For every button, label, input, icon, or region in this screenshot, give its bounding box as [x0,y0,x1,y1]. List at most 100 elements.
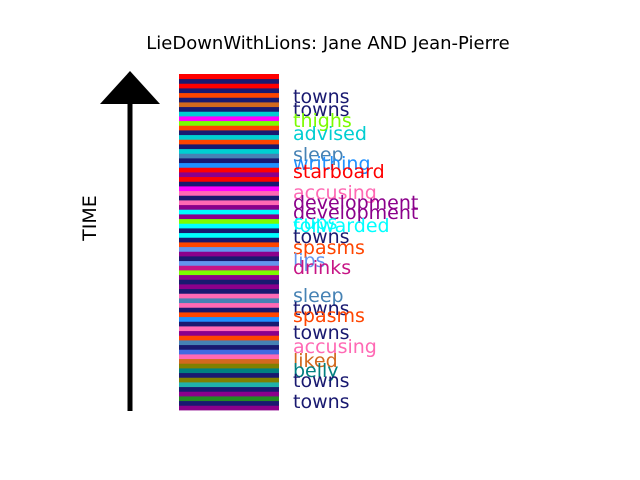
word-label: towns [293,391,350,413]
timeline-stripe [179,209,279,215]
timeline-stripe [179,391,279,397]
timeline-stripe [179,181,279,187]
word-label: sleep [293,285,344,307]
timeline-stripe [179,74,279,80]
timeline-stripe [179,377,279,383]
timeline-stripe [179,139,279,145]
word-label: spasms [293,305,365,327]
timeline-stripe [179,386,279,392]
word-label: starboard [293,161,385,183]
timeline-stripe [179,293,279,299]
timeline-stripe [179,186,279,192]
timeline-stripe [179,111,279,117]
timeline-stripe [179,97,279,103]
timeline-stripe [179,237,279,243]
timeline-stripe [179,312,279,318]
timeline-stripe [179,204,279,210]
timeline-stripe [179,116,279,122]
timeline-stripe [179,256,279,262]
timeline-stripe [179,172,279,178]
timeline-stripe [179,302,279,308]
timeline-stripe [179,106,279,112]
timeline-stripe [179,134,279,140]
timeline-stripe [179,92,279,98]
timeline-stripe [179,167,279,173]
timeline-stripe [179,265,279,271]
timeline-stripe [179,242,279,248]
timeline-stripe [179,195,279,201]
timeline-stripe [179,148,279,154]
timeline-stripe [179,288,279,294]
word-label: towns [293,226,350,248]
timeline-stripe [179,83,279,89]
timeline-stripe [179,316,279,322]
timeline-stripe [179,372,279,378]
word-label: writhing [293,153,371,175]
word-label: belly [293,360,339,382]
time-arrow-head [100,71,160,104]
timeline-stripe [179,214,279,220]
word-label: thighs [293,110,352,132]
word-label: accusing [293,182,377,204]
timeline-stripe [179,307,279,313]
timeline-stripe [179,78,279,84]
timeline-stripe [179,358,279,364]
timeline-stripe [179,284,279,290]
word-label: advised [293,123,367,145]
timeline-stripe [179,218,279,224]
timeline-stripe [179,298,279,304]
timeline-stripe [179,326,279,332]
timeline-stripe [179,246,279,252]
timeline-stripe [179,340,279,346]
word-label: development [293,192,418,214]
timeline-stripe [179,88,279,94]
timeline-stripe [179,120,279,126]
word-label: towns [293,298,350,320]
timeline-stripe [179,190,279,196]
timeline-stripe [179,144,279,150]
timeline-stripe [179,330,279,336]
timeline-stripe [179,368,279,374]
timeline-stripe [179,344,279,350]
timeline-stripe [179,396,279,402]
timeline-stripe [179,270,279,276]
timeline-stripe [179,363,279,369]
timeline-stripe [179,162,279,168]
timeline-stripe [179,321,279,327]
timeline-stripe [179,102,279,108]
word-label: towns [293,99,350,121]
word-label: cups [293,212,337,234]
word-label: spasms [293,237,365,259]
timeline-stripe [179,260,279,266]
word-label: towns [293,370,350,392]
timeline-stripes [179,74,279,411]
word-label: towns [293,322,350,344]
timeline-stripe [179,279,279,285]
word-label: drinks [293,257,351,279]
timeline-stripe [179,274,279,280]
timeline-stripe [179,228,279,234]
timeline-stripe [179,349,279,355]
timeline-stripe [179,125,279,131]
timeline-stripe [179,405,279,411]
timeline-stripe [179,382,279,388]
timeline-stripe [179,354,279,360]
timeline-stripe [179,153,279,159]
timeline-stripe [179,251,279,257]
timeline-stripe [179,335,279,341]
word-label: lips [293,250,326,272]
y-axis-label: TIME [79,195,101,242]
timeline-stripe [179,223,279,229]
time-axis-arrow [100,71,160,411]
word-label: forwarded [293,215,390,237]
timeline-stripe [179,200,279,206]
word-label: towns [293,86,350,108]
word-label: sleep [293,144,344,166]
word-label: liked [293,350,338,372]
word-label: accusing [293,336,377,358]
timeline-stripe [179,158,279,164]
timeline-stripe [179,400,279,406]
timeline-stripe [179,232,279,238]
timeline-stripe [179,176,279,182]
